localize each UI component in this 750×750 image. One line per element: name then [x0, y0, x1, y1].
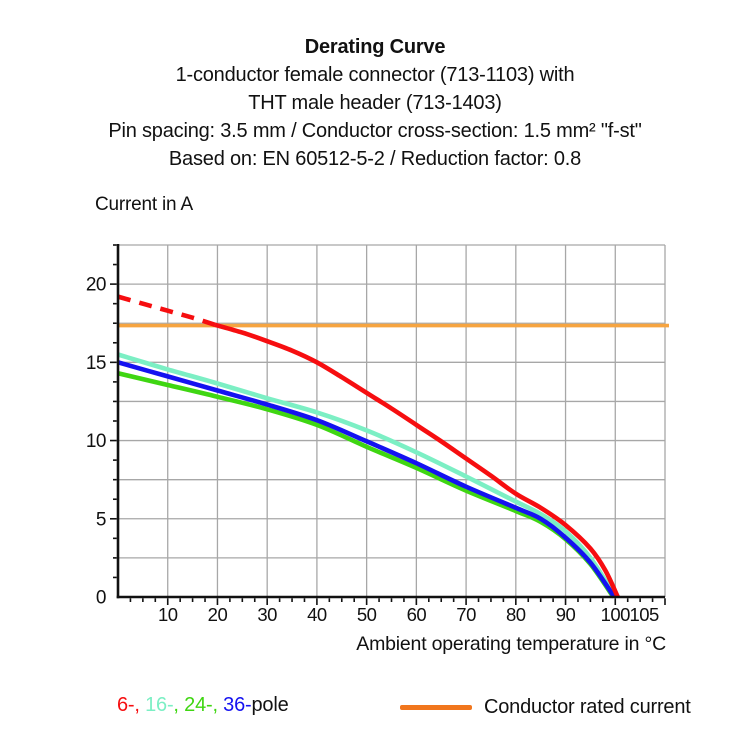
derating-curve-plot: 10 20 30 40 50 60 70 80 90 100 105 0 5 10 15 20	[86, 244, 669, 625]
series-24-pole	[117, 371, 616, 599]
chart-subtitle-specs: Pin spacing: 3.5 mm / Conductor cross-se…	[108, 120, 642, 142]
y-tick-label: 20	[86, 275, 106, 296]
series-6-pole	[214, 322, 620, 598]
x-tick-label: 60	[407, 604, 427, 625]
legend-segment: 16-	[145, 694, 174, 716]
x-tick-label: 105	[629, 604, 659, 625]
x-tick-label: 70	[456, 604, 476, 625]
legend-segment: 6-,	[117, 694, 140, 716]
chart-subtitle-standard: Based on: EN 60512-5-2 / Reduction facto…	[168, 148, 582, 170]
legend-pole-counts: 6-, 16-, 24-, 36-pole	[117, 694, 289, 717]
x-tick-label: 90	[556, 604, 576, 625]
rated-current-line-swatch	[400, 704, 472, 710]
chart-subtitle-connector: 1-conductor female connector (713-1103) …	[175, 64, 575, 86]
x-tick-label: 10	[158, 604, 178, 625]
chart-subtitle-header: THT male header (713-1403)	[248, 92, 502, 114]
chart-title-block: Derating Curve 1-conductor female connec…	[0, 33, 750, 173]
y-tick-label: 15	[86, 353, 106, 374]
legend-segment: ,	[173, 694, 185, 716]
x-axis-title: Ambient operating temperature in °C	[356, 633, 666, 655]
y-tick-label: 0	[96, 588, 106, 609]
x-tick-label: 30	[257, 604, 277, 625]
y-axis-title: Current in A	[95, 194, 193, 215]
legend-segment: 24-,	[184, 694, 218, 716]
chart-title: Derating Curve	[304, 36, 446, 58]
x-tick-label: 50	[357, 604, 377, 625]
legend-rated-current: Conductor rated current	[400, 694, 691, 720]
chart-area: 10 20 30 40 50 60 70 80 90 100 105 0 5 10 15 20	[0, 230, 750, 700]
x-tick-label: 80	[506, 604, 526, 625]
rated-current-label: Conductor rated current	[484, 695, 691, 718]
y-tick-label: 5	[96, 509, 106, 530]
series-16-pole	[117, 352, 618, 599]
y-tick-label: 10	[86, 431, 106, 452]
x-tick-label: 20	[208, 604, 228, 625]
series-6-pole-dashed	[117, 294, 216, 327]
legend-segment: 36-	[223, 694, 252, 716]
series-36-pole	[117, 360, 617, 599]
x-tick-label: 40	[307, 604, 327, 625]
legend-segment: pole	[251, 694, 289, 716]
x-tick-label: 100	[601, 604, 631, 625]
